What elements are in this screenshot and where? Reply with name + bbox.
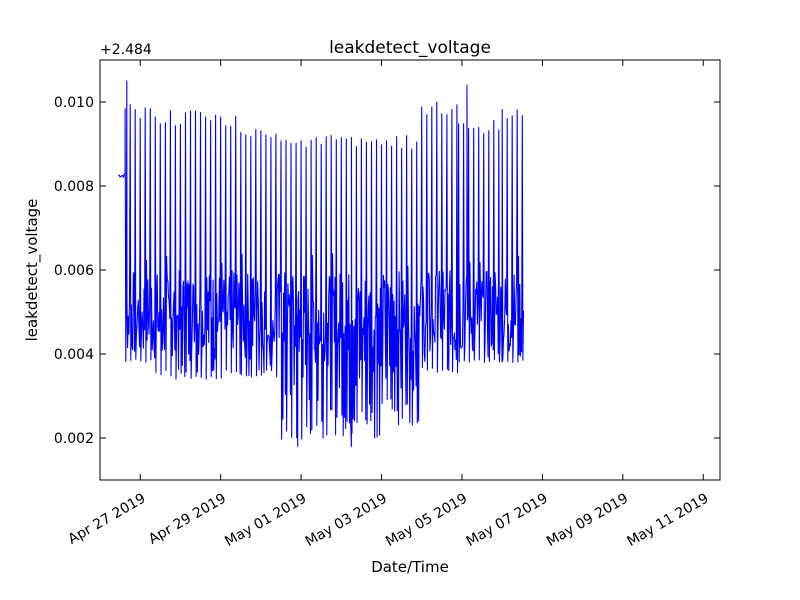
- y-tick-label: 0.008: [54, 179, 94, 195]
- y-tick-label: 0.004: [54, 347, 94, 363]
- y-axis-label: leakdetect_voltage: [23, 199, 42, 342]
- y-offset-label: +2.484: [100, 42, 152, 58]
- y-tick-label: 0.006: [54, 263, 94, 279]
- x-axis-label: Date/Time: [371, 558, 449, 576]
- y-axis-ticks: 0.002 0.004 0.006 0.008 0.010: [54, 95, 720, 447]
- series-line: [118, 80, 525, 447]
- chart-title: leakdetect_voltage: [329, 38, 491, 58]
- y-tick-label: 0.002: [54, 431, 94, 447]
- series-layer: [118, 80, 525, 447]
- y-tick-label: 0.010: [54, 95, 94, 111]
